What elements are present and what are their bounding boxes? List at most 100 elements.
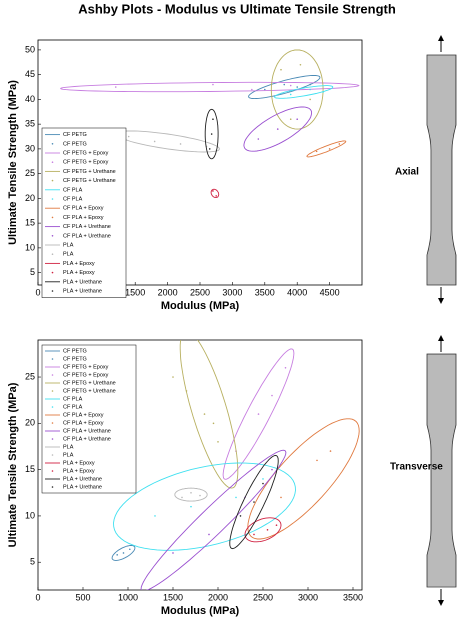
data-point — [239, 515, 242, 517]
data-point — [316, 459, 318, 462]
data-point — [127, 135, 130, 138]
y-tick-label: 10 — [25, 510, 35, 520]
data-point — [271, 394, 273, 397]
data-point — [275, 524, 278, 526]
legend-marker — [51, 358, 54, 360]
legend-marker — [51, 422, 54, 424]
legend-box — [41, 344, 137, 494]
legend-label: CF PLA + Urethane — [63, 436, 111, 442]
data-point — [262, 482, 264, 485]
data-point — [185, 390, 188, 392]
ellipse — [222, 348, 295, 480]
data-point — [289, 118, 292, 120]
legend-label: CF PETG + Urethane — [63, 380, 116, 386]
arrow-head — [438, 335, 444, 341]
data-point — [203, 413, 206, 415]
data-point — [208, 533, 210, 536]
specimen — [426, 353, 457, 588]
ellipse — [306, 140, 347, 158]
panel-label: Transverse — [390, 462, 443, 473]
data-point — [215, 195, 217, 197]
plot-content — [59, 49, 360, 199]
data-point — [208, 148, 211, 150]
x-tick-label: 2000 — [158, 287, 178, 297]
ellipse — [59, 81, 360, 93]
data-point — [296, 118, 299, 120]
data-point — [210, 133, 213, 135]
transverse-specimen — [426, 335, 457, 606]
plot-content — [111, 340, 360, 590]
y-tick-label: 25 — [25, 371, 35, 381]
legend-marker — [51, 198, 54, 200]
y-tick-label: 30 — [25, 143, 35, 153]
legend-label: PLA + Urethane — [63, 484, 102, 490]
y-tick-label: 25 — [25, 168, 35, 178]
data-point — [153, 140, 156, 143]
y-tick-label: 5 — [30, 267, 35, 277]
legend-label: PLA + Urethane — [63, 279, 102, 285]
ellipse — [244, 517, 282, 543]
data-point — [212, 83, 214, 86]
x-tick-label: 4500 — [320, 287, 340, 297]
legend-label: CF PLA — [63, 404, 83, 410]
arrow-head — [438, 600, 444, 606]
legend-label: CF PLA + Epoxy — [63, 215, 104, 221]
data-point — [190, 491, 192, 494]
legend-label: CF PLA — [63, 187, 83, 193]
legend-label: CF PETG — [63, 132, 87, 138]
data-point — [309, 83, 311, 86]
legend-label: CF PLA + Urethane — [63, 224, 111, 230]
axial-specimen — [426, 35, 457, 304]
y-tick-label: 20 — [25, 193, 35, 203]
x-tick-label: 3500 — [343, 592, 363, 602]
data-point — [251, 88, 253, 91]
ellipse — [274, 85, 334, 99]
data-point — [129, 548, 131, 551]
legend-label: PLA — [63, 242, 74, 248]
data-point — [329, 450, 332, 452]
data-point — [322, 91, 324, 93]
data-point — [299, 63, 302, 66]
x-tick-label: 3500 — [255, 287, 275, 297]
ellipse — [113, 462, 296, 551]
legend-marker — [51, 438, 54, 440]
legend-label: CF PLA + Urethane — [63, 233, 111, 239]
data-point — [280, 496, 282, 499]
arrow-head — [438, 35, 444, 41]
data-point — [122, 552, 125, 554]
legend-marker — [51, 143, 54, 145]
x-tick-label: 1500 — [163, 592, 183, 602]
data-point — [179, 143, 182, 145]
x-tick-label: 0 — [35, 592, 40, 602]
data-point — [253, 501, 255, 503]
data-point — [212, 422, 215, 425]
data-point — [172, 552, 174, 554]
legend-marker — [51, 290, 54, 292]
legend-label: PLA + Urethane — [63, 288, 102, 294]
legend-label: CF PETG — [63, 141, 87, 147]
legend-marker — [51, 161, 54, 163]
ellipse — [247, 418, 360, 540]
data-point — [296, 86, 299, 88]
specimen — [426, 54, 457, 286]
x-axis-label: Modulus (MPa) — [161, 300, 240, 312]
legend-label: CF PLA + Epoxy — [63, 206, 104, 212]
legend-marker — [51, 454, 54, 456]
legend-label: PLA + Epoxy — [63, 468, 95, 474]
legend-label: CF PETG + Epoxy — [63, 372, 109, 378]
legend-label: CF PLA + Urethane — [63, 428, 111, 434]
y-tick-label: 50 — [25, 44, 35, 54]
ellipse — [140, 449, 287, 590]
legend-marker — [51, 406, 54, 408]
legend-label: CF PLA + Epoxy — [63, 412, 104, 418]
data-point — [253, 533, 255, 536]
y-tick-label: 35 — [25, 119, 35, 129]
ellipse — [248, 75, 321, 100]
y-axis-label: Ultimate Tensile Strength (MPa) — [7, 80, 19, 245]
data-point — [289, 84, 292, 87]
x-tick-label: 0 — [35, 287, 40, 297]
data-point — [262, 478, 264, 480]
data-point — [212, 190, 214, 192]
y-tick-label: 10 — [25, 242, 35, 252]
